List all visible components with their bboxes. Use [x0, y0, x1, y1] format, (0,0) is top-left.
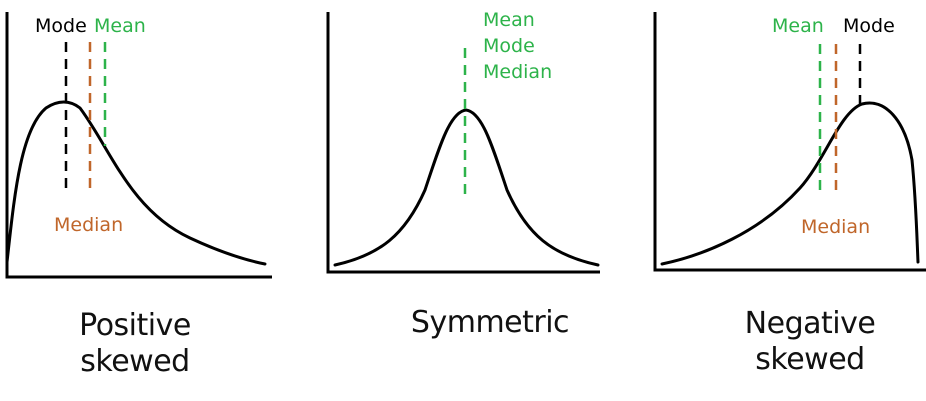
- caption-symmetric-line1: Symmetric: [410, 305, 570, 340]
- curve-negative: [660, 101, 920, 266]
- mean-label-negative: Mean: [772, 15, 824, 37]
- median-label-symmetric: Median: [483, 61, 552, 83]
- axes-positive: [5, 12, 272, 279]
- caption-positive-line2: skewed: [80, 344, 190, 379]
- caption-negative-line1: Negative: [744, 306, 876, 341]
- mean-label-symmetric: Mean: [483, 9, 535, 31]
- median-label-negative: Median: [801, 216, 870, 238]
- curve-symmetric: [333, 108, 600, 267]
- panel-symmetric: Mean Mode Median: [326, 9, 600, 274]
- panel-positive-skew: Mode Mean Median: [5, 12, 272, 279]
- caption-negative-line2: skewed: [755, 342, 865, 377]
- axes-negative: [653, 12, 926, 272]
- mode-label-positive: Mode: [35, 15, 87, 37]
- caption-positive-line1: Positive: [79, 308, 191, 343]
- caption-symmetric: Symmetric: [380, 305, 600, 341]
- axes-symmetric: [326, 12, 600, 274]
- caption-positive-skewed: Positive skewed: [50, 308, 220, 380]
- median-label-positive: Median: [54, 214, 123, 236]
- caption-negative-skewed: Negative skewed: [720, 306, 900, 378]
- panel-negative-skew: Mean Mode Median: [653, 12, 926, 272]
- mean-label-positive: Mean: [94, 15, 146, 37]
- mode-label-negative: Mode: [843, 15, 895, 37]
- mode-label-symmetric: Mode: [483, 35, 535, 57]
- curve-positive: [5, 100, 267, 266]
